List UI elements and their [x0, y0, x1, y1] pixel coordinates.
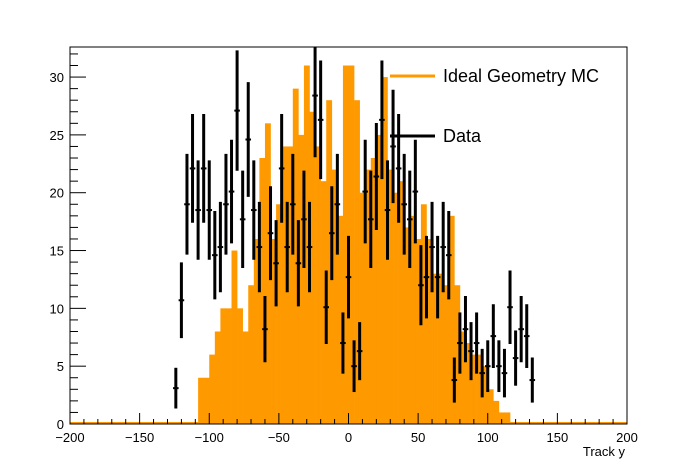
mc-bar [404, 227, 411, 424]
x-tick-label: 150 [547, 430, 569, 445]
mc-bar [209, 354, 216, 424]
y-tick-label: 10 [50, 301, 64, 316]
mc-bar [420, 204, 427, 424]
legend-data-label: Data [443, 126, 482, 146]
mc-bar [320, 181, 327, 424]
data-points [173, 47, 536, 409]
mc-bar [203, 377, 210, 424]
mc-bar [303, 65, 310, 425]
mc-bar [298, 134, 305, 424]
mc-bar [493, 400, 500, 424]
mc-bar [476, 354, 483, 424]
x-tick-label: −100 [195, 430, 224, 445]
mc-bar [281, 146, 288, 425]
y-tick-label: 5 [57, 359, 64, 374]
y-tick-label: 0 [57, 417, 64, 432]
mc-bar [387, 169, 394, 424]
mc-bar [309, 111, 316, 424]
x-tick-label: 100 [477, 430, 499, 445]
y-axis: 0 5 10 15 20 25 30 [50, 53, 86, 432]
mc-bar [331, 169, 338, 424]
mc-bar [198, 377, 204, 424]
legend: Ideal Geometry MC Data [390, 66, 599, 146]
legend-mc-label: Ideal Geometry MC [443, 66, 599, 86]
mc-bar [443, 285, 450, 424]
x-tick-label: −50 [268, 430, 290, 445]
x-axis-label: Track y [583, 444, 626, 459]
mc-bar [253, 238, 260, 424]
x-tick-label: 200 [616, 430, 638, 445]
mc-bar [315, 146, 321, 425]
mc-bar [465, 343, 472, 424]
mc-bar [398, 181, 405, 424]
mc-bar [225, 308, 232, 424]
mc-bar [292, 88, 299, 425]
y-tick-label: 25 [50, 128, 64, 143]
mc-bar [264, 123, 271, 425]
mc-bar [348, 65, 355, 425]
mc-bar [415, 238, 422, 424]
mc-bar [220, 308, 227, 424]
mc-bar [259, 158, 266, 424]
x-axis: −200 −150 −100 −50 0 50 100 150 200 [55, 413, 638, 445]
mc-bar [376, 134, 383, 424]
mc-bar [393, 192, 399, 424]
mc-bar [276, 204, 282, 424]
y-tick-label: 30 [50, 70, 64, 85]
mc-bar [370, 158, 377, 424]
mc-bar [337, 215, 344, 424]
mc-bar [214, 331, 221, 424]
y-tick-label: 20 [50, 186, 64, 201]
x-tick-label: 50 [411, 430, 425, 445]
mc-bar [504, 412, 511, 424]
mc-bar [437, 273, 444, 424]
x-tick-label: 0 [345, 430, 352, 445]
y-tick-label: 15 [50, 244, 64, 259]
mc-bar [237, 308, 243, 424]
mc-bar [409, 215, 416, 424]
mc-bar [482, 366, 489, 424]
mc-bar [287, 146, 294, 425]
x-tick-label: −200 [55, 430, 84, 445]
mc-bar [498, 412, 505, 424]
mc-bar [487, 389, 494, 424]
mc-bar [459, 331, 466, 424]
mc-bar [248, 285, 255, 424]
x-tick-label: −150 [125, 430, 154, 445]
mc-bar [342, 65, 349, 425]
mc-histogram-bars [70, 65, 627, 425]
mc-bar [242, 331, 249, 424]
mc-bar [381, 77, 388, 425]
mc-bar [354, 100, 360, 424]
mc-bar [454, 285, 461, 424]
mc-bar [359, 192, 366, 424]
mc-bar [270, 238, 277, 424]
mc-bar [432, 273, 438, 424]
mc-bar [365, 169, 372, 424]
mc-bar [471, 354, 477, 424]
mc-bar [326, 100, 333, 424]
mc-bar [231, 250, 238, 424]
mc-bar [426, 238, 433, 424]
mc-bar [448, 215, 455, 424]
